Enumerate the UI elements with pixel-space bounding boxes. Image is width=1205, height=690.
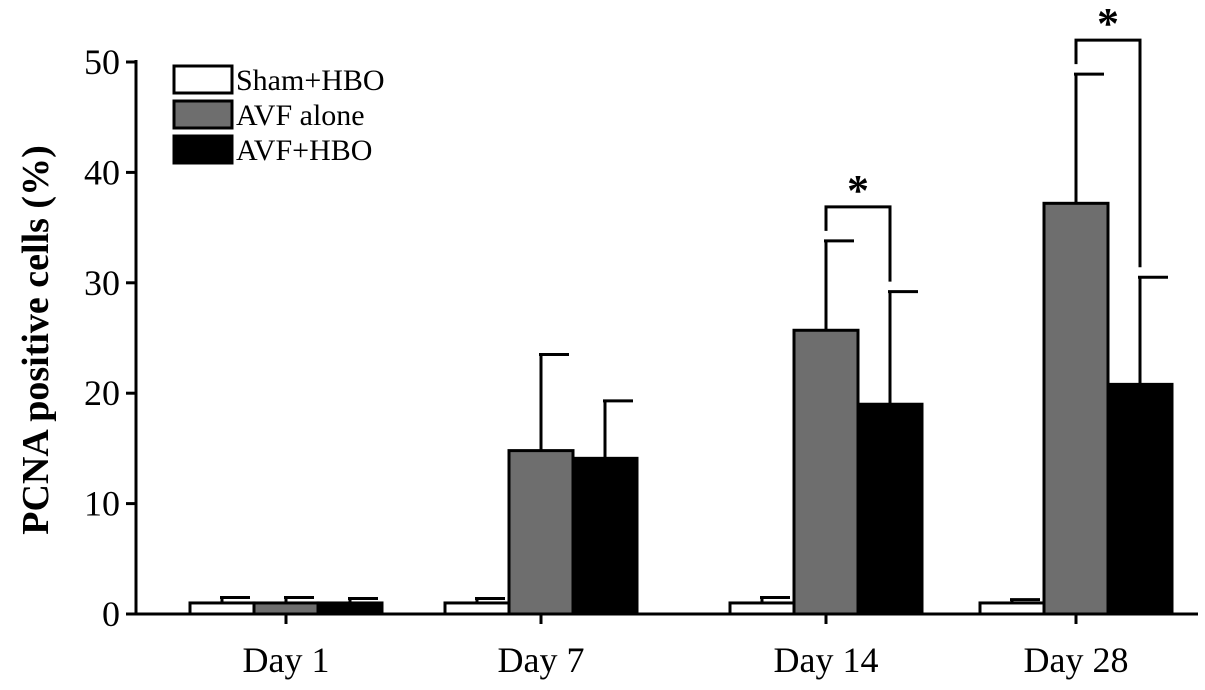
significance-annotations: **: [824, 0, 1142, 282]
bar: [792, 328, 860, 616]
x-tick-label: Day 7: [498, 640, 585, 680]
y-tick-label: 0: [102, 594, 120, 634]
bar: [252, 601, 320, 616]
legend-label: AVF alone: [236, 99, 365, 132]
bar: [1042, 201, 1110, 616]
error-bars-group: [220, 72, 1168, 603]
y-tick-label: 10: [84, 484, 120, 524]
x-tick-label: Day 1: [243, 640, 330, 680]
bar: [188, 601, 256, 616]
x-tick-label: Day 28: [1024, 640, 1129, 680]
y-tick-label: 50: [84, 42, 120, 82]
legend-label: Sham+HBO: [236, 64, 385, 97]
legend-swatch: [172, 64, 234, 95]
bar: [856, 402, 924, 616]
significance-asterisk: *: [1097, 0, 1119, 48]
bar: [507, 449, 575, 616]
bar: [728, 601, 796, 616]
legend-swatch: [172, 134, 234, 165]
bar: [316, 601, 384, 616]
axes: 0 10 20 30 40 50 Day 1 Day 7 Day 14 Day 28: [84, 42, 1198, 680]
y-tick-label: 40: [84, 152, 120, 192]
y-tick-label: 30: [84, 263, 120, 303]
legend-label: AVF+HBO: [236, 134, 372, 167]
bar: [1106, 382, 1174, 616]
significance-bracket: [824, 205, 892, 282]
bar: [571, 456, 639, 616]
bar: [443, 601, 511, 616]
bars-group: [188, 201, 1174, 616]
x-tick-label: Day 14: [774, 640, 879, 680]
y-axis-label: PCNA positive cells (%): [15, 145, 57, 534]
y-tick-label: 20: [84, 373, 120, 413]
significance-asterisk: *: [847, 166, 869, 215]
significance-bracket: [1074, 38, 1142, 268]
bar: [978, 601, 1046, 616]
legend-swatch: [172, 99, 234, 130]
